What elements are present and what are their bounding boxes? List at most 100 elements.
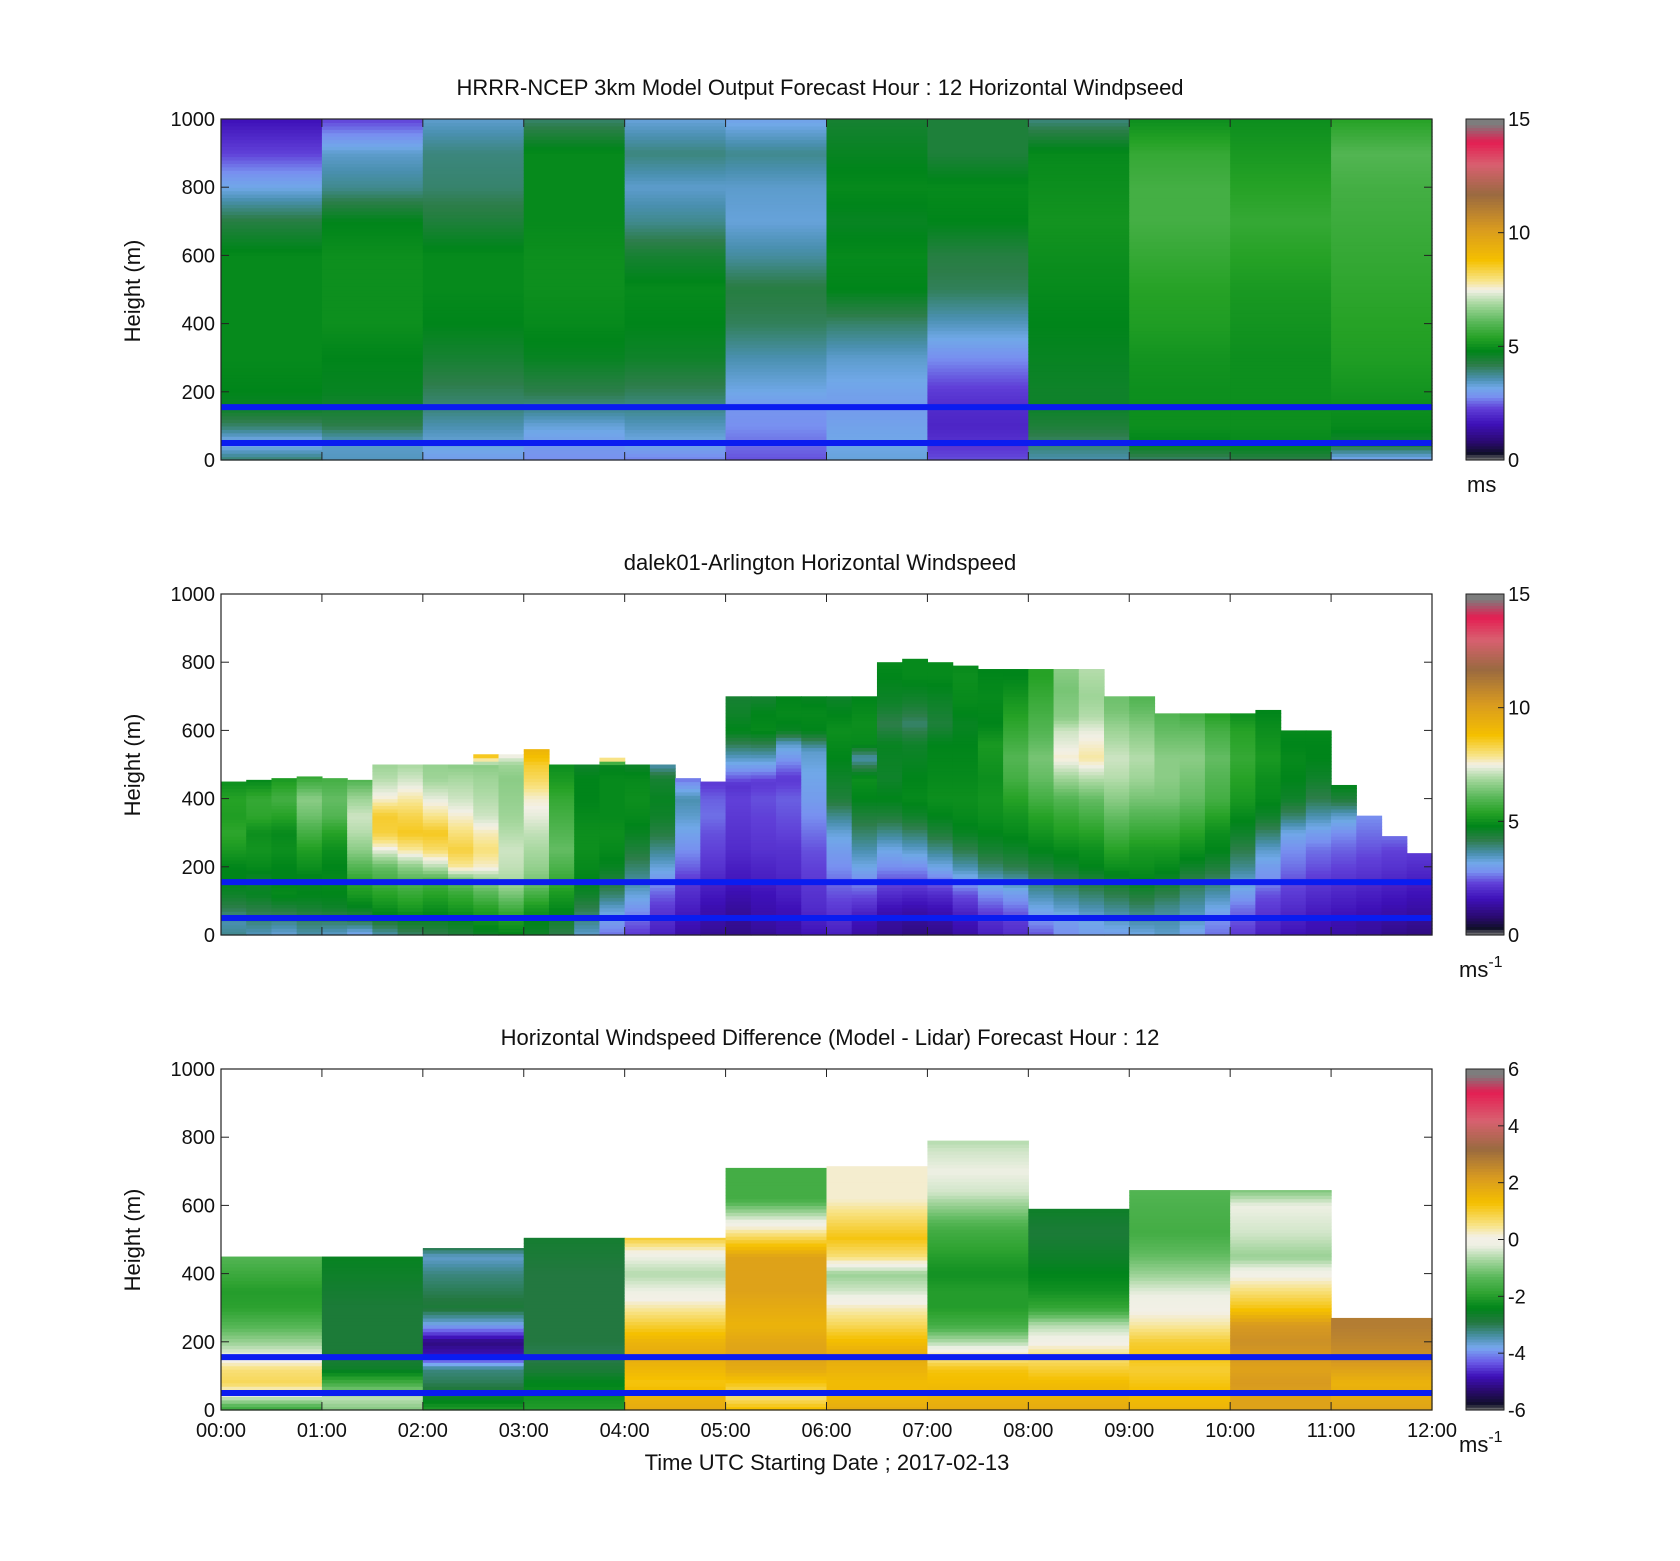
heatmap-cell — [574, 767, 601, 772]
heatmap-cell — [952, 825, 979, 830]
heatmap-cell — [624, 384, 727, 389]
heatmap-cell — [523, 275, 626, 280]
heatmap-cell — [1280, 778, 1307, 783]
heatmap-cell — [902, 669, 929, 674]
heatmap-cell — [927, 125, 1029, 130]
heatmap-cell — [826, 836, 853, 841]
heatmap-cell — [599, 819, 626, 824]
heatmap-cell — [1003, 883, 1029, 888]
heatmap-cell — [1028, 432, 1130, 437]
heatmap-cell — [977, 931, 1004, 936]
heatmap-cell — [221, 791, 247, 796]
heatmap-cell — [624, 931, 651, 936]
heatmap-cell — [927, 153, 1029, 158]
heatmap-cell — [1104, 904, 1130, 909]
heatmap-cell — [624, 829, 651, 834]
colorbar-segment — [1466, 204, 1504, 208]
heatmap-cell — [574, 798, 601, 803]
colorbar-segment — [1466, 207, 1504, 211]
heatmap-cell — [548, 931, 575, 936]
heatmap-cell — [826, 129, 929, 134]
heatmap-cell — [1003, 853, 1029, 858]
heatmap-cell — [1028, 398, 1130, 403]
heatmap-cell — [321, 238, 424, 243]
heatmap-cell — [473, 774, 500, 779]
heatmap-cell — [1028, 289, 1130, 294]
heatmap-cell — [246, 911, 273, 916]
heatmap-cell — [649, 805, 676, 810]
heatmap-cell — [826, 825, 853, 830]
heatmap-cell — [1381, 863, 1408, 868]
colorbar-segment — [1466, 366, 1504, 370]
colorbar-segment — [1466, 642, 1504, 646]
heatmap-cell — [826, 142, 929, 147]
heatmap-cell — [1104, 842, 1130, 847]
heatmap-cell — [548, 774, 575, 779]
heatmap-cell — [826, 170, 929, 175]
heatmap-cell — [1230, 740, 1256, 745]
heatmap-cell — [1129, 1406, 1231, 1411]
heatmap-cell — [1230, 299, 1332, 304]
heatmap-cell — [725, 402, 828, 407]
heatmap-cell — [649, 890, 676, 895]
heatmap-cell — [321, 303, 424, 308]
heatmap-cell — [700, 904, 727, 909]
heatmap-cell — [1305, 836, 1332, 841]
heatmap-cell — [271, 870, 298, 875]
heatmap-cell — [700, 890, 727, 895]
heatmap-cell — [221, 320, 323, 325]
heatmap-cell — [776, 849, 802, 854]
heatmap-cell — [826, 432, 929, 437]
heatmap-cell — [599, 839, 626, 844]
heatmap-cell — [826, 757, 853, 762]
heatmap-cell — [1129, 1300, 1231, 1305]
heatmap-cell — [422, 402, 525, 407]
heatmap-cell — [927, 894, 954, 899]
heatmap-cell — [927, 286, 1029, 291]
heatmap-cell — [246, 798, 273, 803]
heatmap-cell — [1028, 757, 1055, 762]
heatmap-cell — [523, 1237, 626, 1241]
heatmap-cell — [1356, 822, 1383, 827]
heatmap-cell — [523, 221, 626, 226]
heatmap-cell — [927, 754, 954, 759]
heatmap-cell — [902, 825, 929, 830]
heatmap-cell — [826, 187, 929, 192]
heatmap-cell — [725, 367, 828, 372]
heatmap-cell — [725, 1283, 828, 1288]
heatmap-cell — [851, 699, 878, 704]
heatmap-cell — [1028, 1317, 1130, 1322]
colorbar-segment — [1466, 119, 1504, 123]
heatmap-cell — [1129, 928, 1156, 933]
heatmap-cell — [1331, 197, 1433, 202]
heatmap-cell — [523, 163, 626, 168]
heatmap-cell — [876, 669, 903, 674]
heatmap-cell — [675, 897, 701, 902]
heatmap-cell — [1230, 388, 1332, 393]
heatmap-cell — [624, 425, 727, 430]
heatmap-cell — [1331, 337, 1433, 342]
heatmap-cell — [246, 812, 273, 817]
colorbar-segment — [1466, 215, 1504, 220]
heatmap-cell — [725, 863, 752, 868]
heatmap-cell — [321, 306, 424, 311]
heatmap-cell — [372, 900, 399, 905]
heatmap-cell — [1356, 873, 1383, 878]
heatmap-cell — [927, 842, 954, 847]
heatmap-cell — [1381, 870, 1408, 875]
heatmap-cell — [826, 173, 929, 178]
heatmap-cell — [1028, 839, 1055, 844]
heatmap-cell — [599, 931, 626, 936]
heatmap-cell — [397, 883, 424, 888]
heatmap-cell — [1053, 716, 1080, 721]
heatmap-cell — [422, 323, 525, 328]
heatmap-cell — [952, 904, 979, 909]
heatmap-cell — [221, 815, 247, 820]
heatmap-cell — [271, 894, 298, 899]
heatmap-cell — [927, 350, 1029, 355]
heatmap-cell — [422, 146, 525, 151]
heatmap-cell — [422, 1358, 525, 1363]
heatmap-cell — [1028, 214, 1130, 219]
heatmap-cell — [1230, 842, 1256, 847]
heatmap-cell — [498, 829, 525, 834]
